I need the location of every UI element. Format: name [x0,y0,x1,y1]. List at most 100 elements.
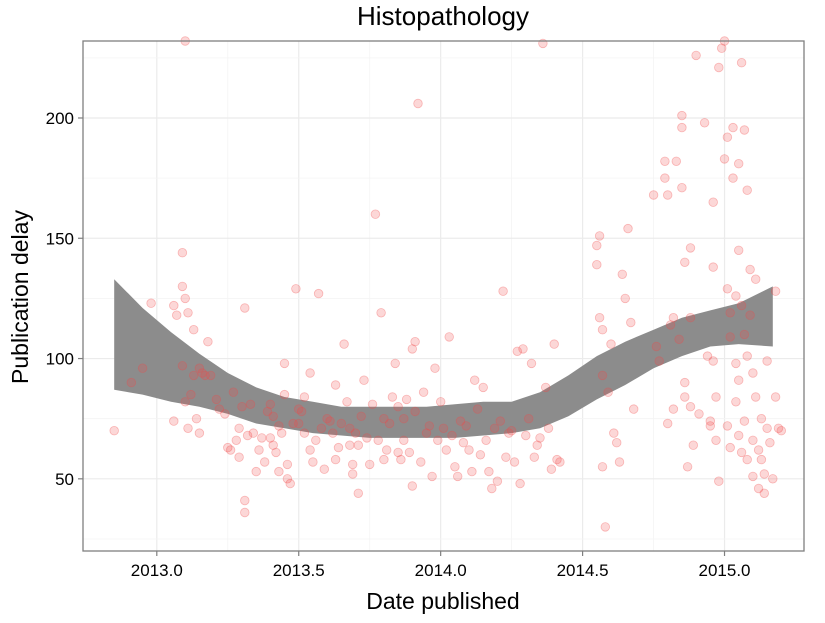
data-point [228,387,239,397]
data-point [515,478,525,489]
smooth-band-layer [114,279,773,438]
data-point [322,414,332,424]
data-point [648,190,659,200]
data-point [313,288,324,299]
data-point [271,447,281,458]
data-point [617,269,628,280]
data-point [177,247,188,258]
data-point [742,185,752,195]
data-point [753,445,764,455]
data-point [188,370,199,381]
data-point [376,308,386,318]
data-point [600,522,611,532]
data-point [509,457,520,467]
data-point [328,428,338,438]
data-point [450,462,460,472]
data-point [370,209,381,219]
y-tick-label: 100 [46,350,74,369]
data-point [776,426,787,436]
data-point [265,433,276,443]
y-tick-label: 150 [46,229,74,248]
data-point [399,435,409,446]
data-point [663,190,673,200]
data-point [753,483,764,494]
data-point [396,454,406,465]
data-point [367,399,378,410]
data-point [274,466,284,477]
data-point [725,332,735,342]
data-point [453,471,463,482]
data-point [401,394,412,405]
data-point [427,471,437,482]
data-point [504,428,514,438]
data-point [552,454,562,465]
data-point [708,197,718,207]
x-axis-label: Date published [366,588,519,614]
data-point [714,62,724,73]
data-point [180,397,190,407]
data-point [410,337,420,347]
data-point [597,462,608,472]
data-point [668,404,679,414]
data-point [197,368,207,378]
data-point [294,418,304,429]
data-point [356,411,366,422]
data-point [489,423,500,434]
data-point [512,346,523,357]
y-tick-label: 50 [55,470,74,489]
data-point [759,488,770,499]
data-point [387,392,398,402]
data-point [654,356,664,366]
data-point [688,440,699,450]
data-point [183,423,193,434]
data-point [770,392,781,402]
data-point [751,274,761,284]
data-point [708,356,718,366]
data-point [279,389,290,400]
data-point [399,414,409,424]
data-point [685,243,696,253]
data-point [501,452,511,462]
data-point [731,358,741,369]
data-point [336,418,347,429]
data-point [214,404,225,414]
data-point [745,310,755,320]
data-point [691,50,701,61]
data-point [481,435,491,446]
data-point [708,262,718,272]
data-point [702,351,713,361]
data-point [603,387,613,397]
x-axis: 2013.0 2013.5 2014.0 2014.5 2015.0 [131,551,751,580]
data-point [472,404,483,414]
data-point [495,416,506,426]
data-point [353,440,364,450]
x-tick-label: 2014.5 [557,561,609,580]
data-point [325,416,335,426]
data-point [719,154,730,164]
data-point [609,428,619,438]
data-point [242,430,253,441]
data-point [444,332,454,342]
x-tick-label: 2013.5 [273,561,325,580]
data-point [277,428,287,438]
data-point [416,457,426,467]
data-point [711,435,721,446]
data-point [518,344,528,354]
data-point [240,495,250,506]
data-point [532,440,542,450]
data-point [407,344,418,354]
data-point [186,389,196,400]
data-point [685,313,696,323]
data-point [348,469,358,479]
data-point [549,339,559,349]
data-point [379,454,389,465]
chart-title: Histopathology [357,1,529,31]
data-point [529,452,540,462]
data-point [220,409,230,419]
data-point [745,264,755,275]
data-point [665,320,676,330]
data-point [188,325,199,335]
data-point [725,442,735,453]
data-point [200,370,210,381]
